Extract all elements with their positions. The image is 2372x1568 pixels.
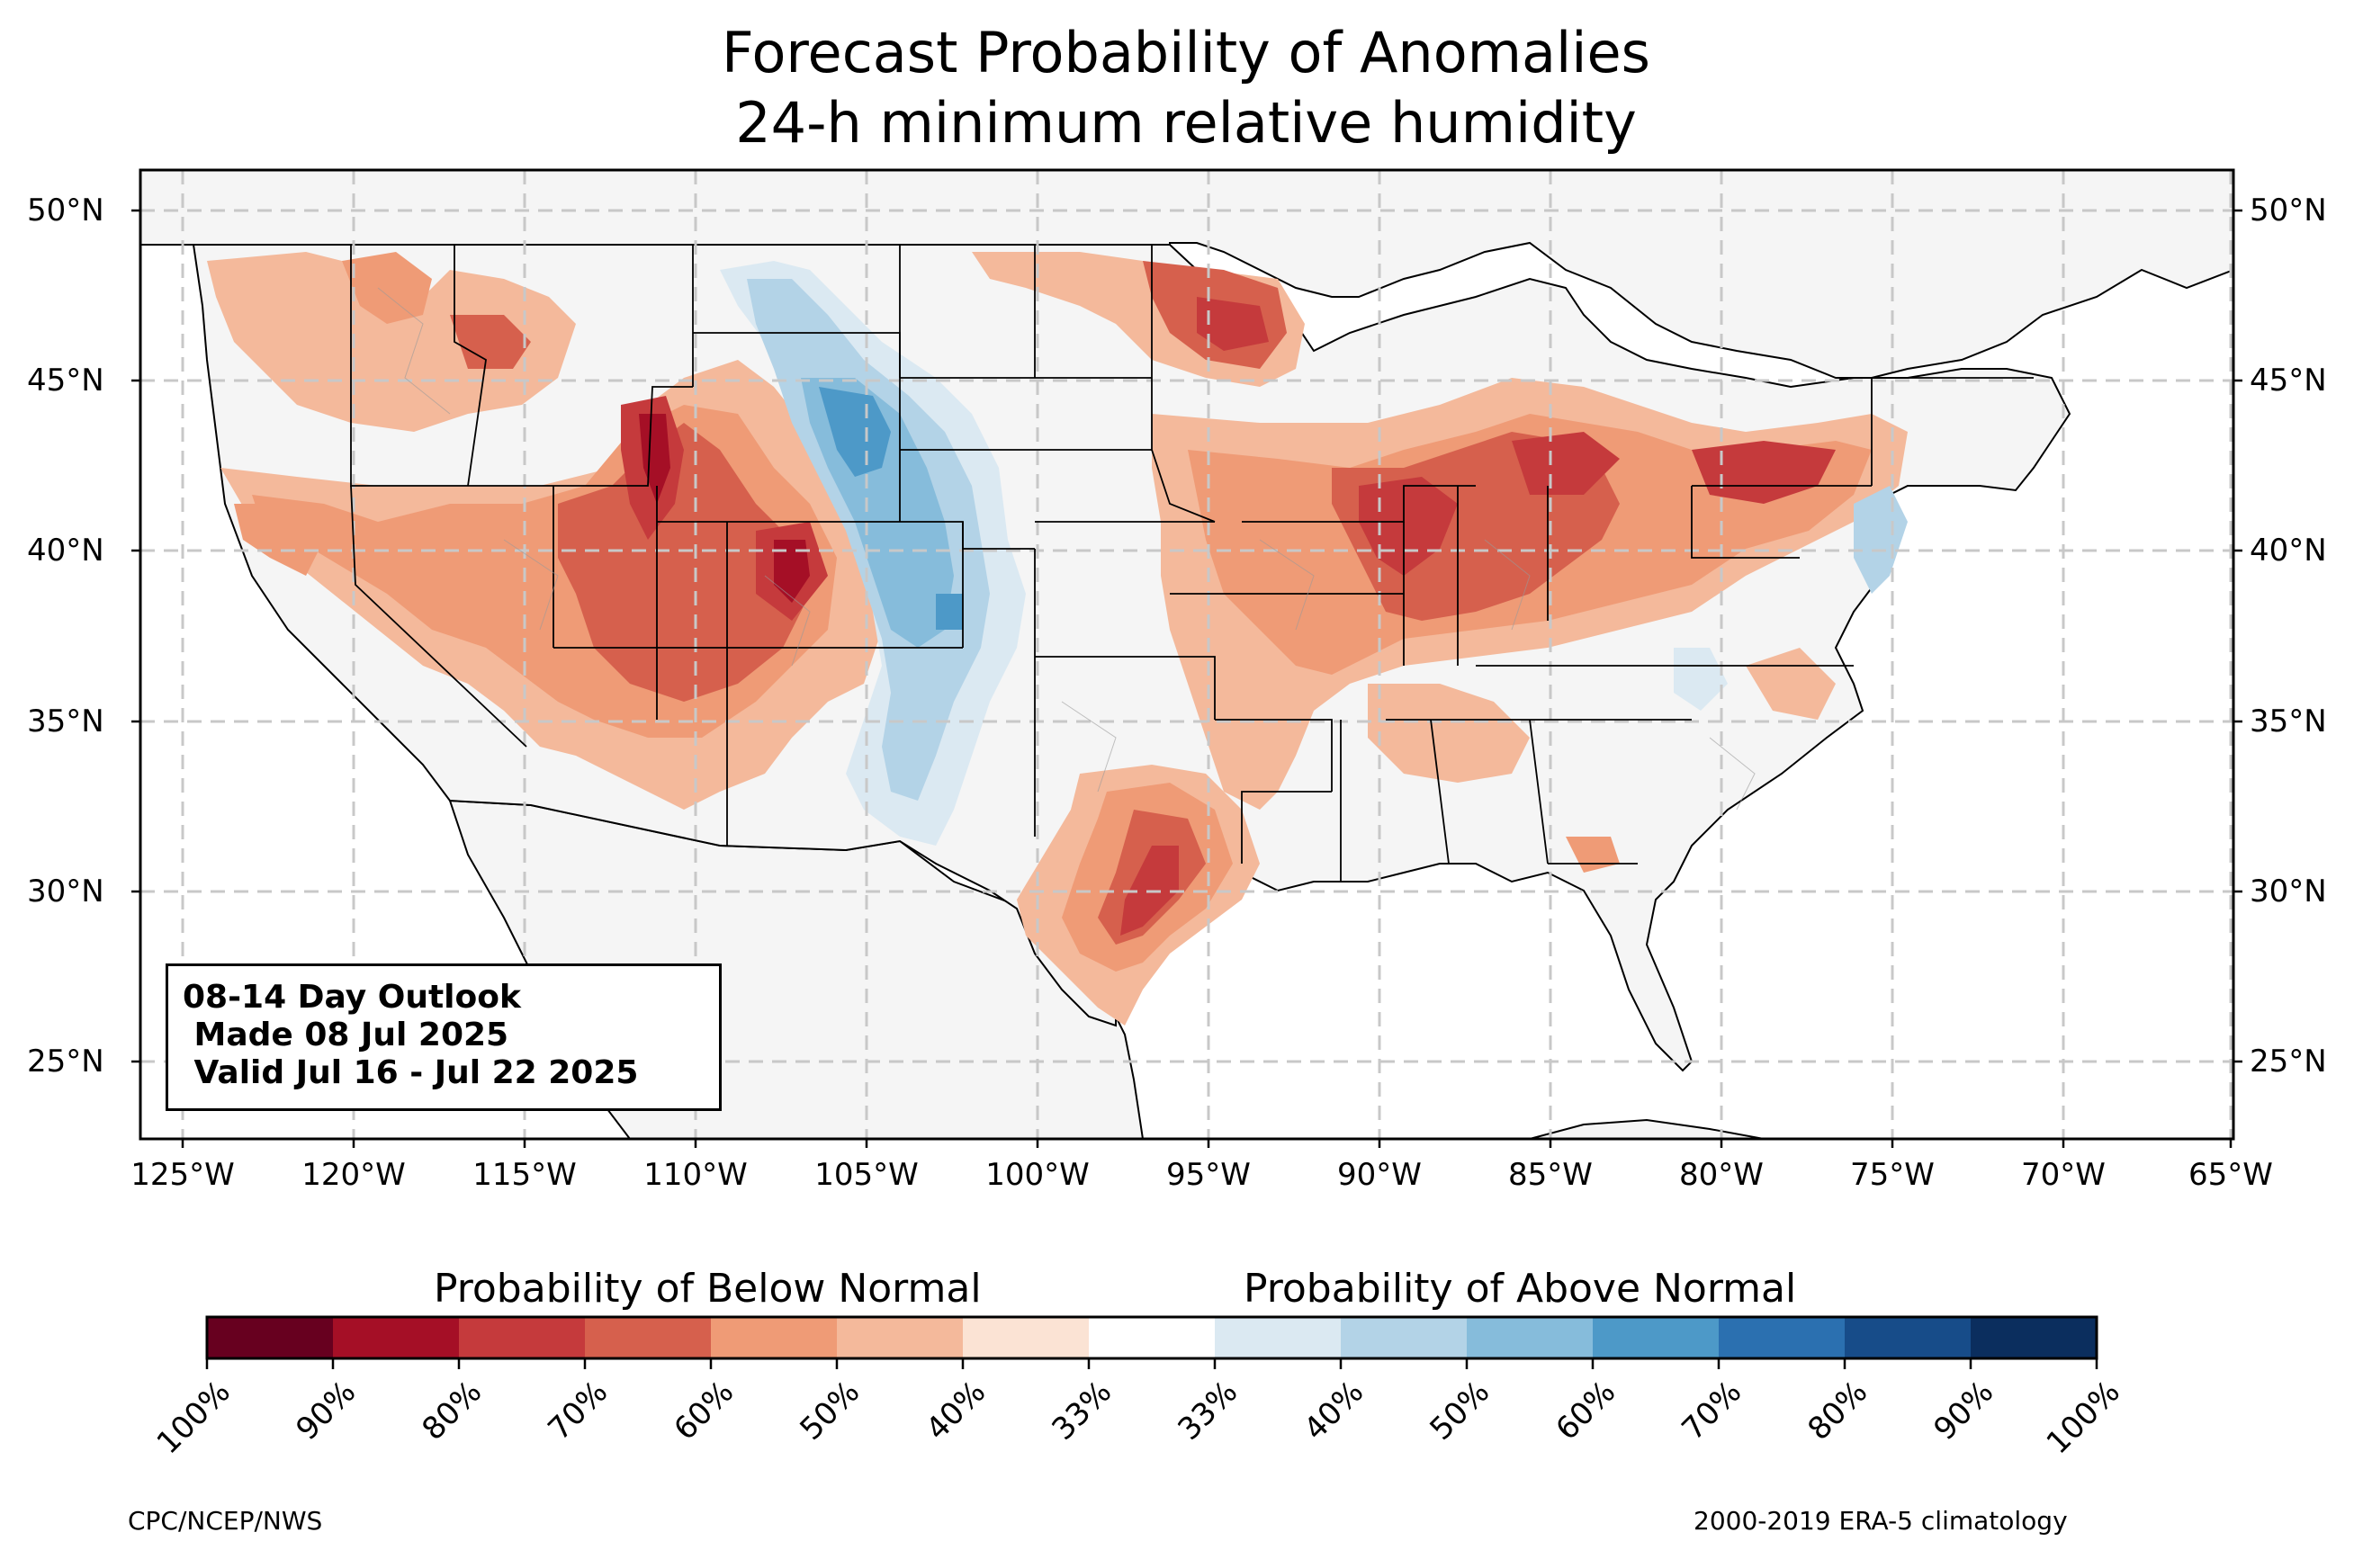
lat-label-40-left: 40°N bbox=[27, 533, 104, 569]
colorbar-below-label: Probability of Below Normal bbox=[434, 1266, 982, 1312]
lat-label-25-right: 25°N bbox=[2250, 1044, 2327, 1080]
lat-label-30-right: 30°N bbox=[2250, 874, 2327, 909]
lon-label-125: 125°W bbox=[130, 1157, 235, 1193]
map-title: Forecast Probability of Anomalies bbox=[722, 20, 1650, 85]
lon-label-85: 85°W bbox=[1508, 1157, 1593, 1193]
canada-land bbox=[140, 170, 2233, 379]
colorbar-segment bbox=[963, 1317, 1090, 1358]
outlook-period: 08-14 Day Outlook bbox=[183, 979, 521, 1016]
above-normal-regions bbox=[720, 261, 1908, 846]
colorbar-above-label: Probability of Above Normal bbox=[1244, 1266, 1797, 1312]
lat-label-35-left: 35°N bbox=[27, 703, 104, 739]
colorbar-segment bbox=[1089, 1317, 1216, 1358]
state-boundaries bbox=[350, 245, 2034, 882]
lon-label-115: 115°W bbox=[472, 1157, 577, 1193]
colorbar-segment bbox=[1341, 1317, 1468, 1358]
colorbar-segment bbox=[1971, 1317, 2098, 1358]
lon-label-65: 65°W bbox=[2188, 1157, 2273, 1193]
county-lines bbox=[377, 287, 1756, 811]
lon-label-95: 95°W bbox=[1166, 1157, 1251, 1193]
lon-label-70: 70°W bbox=[2021, 1157, 2106, 1193]
map-frame bbox=[139, 168, 2235, 1141]
colorbar-segment bbox=[1845, 1317, 1972, 1358]
lat-label-25-left: 25°N bbox=[27, 1044, 104, 1080]
colorbar-segment bbox=[207, 1317, 334, 1358]
footer-source: CPC/NCEP/NWS bbox=[128, 1506, 323, 1536]
footer-climatology: 2000-2019 ERA-5 climatology bbox=[1694, 1506, 2068, 1536]
outlook-info-box: 08-14 Day Outlook Made 08 Jul 2025 Valid… bbox=[166, 963, 722, 1111]
colorbar-segment bbox=[711, 1317, 838, 1358]
lon-label-75: 75°W bbox=[1850, 1157, 1935, 1193]
lat-label-40-right: 40°N bbox=[2250, 533, 2327, 569]
map-subtitle: 24-h minimum relative humidity bbox=[735, 90, 1637, 156]
lat-label-30-left: 30°N bbox=[27, 874, 104, 909]
colorbar-segment bbox=[333, 1317, 460, 1358]
outlook-valid-range: Valid Jul 16 - Jul 22 2025 bbox=[183, 1054, 639, 1091]
axis-ticks bbox=[131, 209, 2242, 1148]
lon-label-105: 105°W bbox=[814, 1157, 919, 1193]
lon-label-100: 100°W bbox=[985, 1157, 1090, 1193]
colorbar-segment bbox=[1467, 1317, 1594, 1358]
lat-label-50-right: 50°N bbox=[2250, 193, 2327, 228]
lon-label-90: 90°W bbox=[1337, 1157, 1422, 1193]
lat-label-35-right: 35°N bbox=[2250, 703, 2327, 739]
lat-label-45-right: 45°N bbox=[2250, 363, 2327, 399]
lon-label-80: 80°W bbox=[1679, 1157, 1764, 1193]
lat-label-45-left: 45°N bbox=[27, 363, 104, 399]
colorbar-segment bbox=[459, 1317, 586, 1358]
outlook-made-date: Made 08 Jul 2025 bbox=[183, 1017, 509, 1053]
lon-label-110: 110°W bbox=[643, 1157, 748, 1193]
lon-label-120: 120°W bbox=[301, 1157, 406, 1193]
cuba-land bbox=[1529, 1118, 1765, 1139]
colorbar-segment bbox=[1593, 1317, 1720, 1358]
colorbar-segment bbox=[837, 1317, 964, 1358]
colorbar-frame bbox=[205, 1315, 2098, 1360]
colorbar-segment bbox=[1719, 1317, 1846, 1358]
colorbar-segment bbox=[585, 1317, 712, 1358]
colorbar bbox=[205, 1315, 2098, 1369]
colorbar-segment bbox=[1215, 1317, 1342, 1358]
lat-label-50-left: 50°N bbox=[27, 193, 104, 228]
